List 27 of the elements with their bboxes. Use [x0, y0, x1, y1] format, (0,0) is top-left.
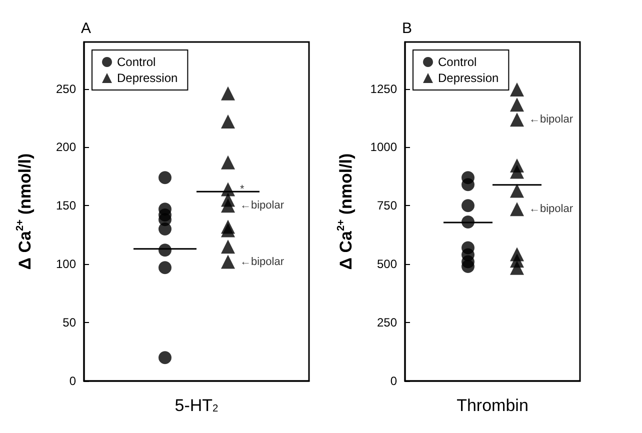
chart-title: A — [81, 20, 92, 37]
data-label: * — [240, 183, 245, 196]
data-label: ←bipolar — [240, 200, 284, 212]
y-tick-label: 200 — [56, 140, 76, 154]
y-tick-label: 100 — [56, 257, 76, 272]
chart-title: B — [402, 20, 412, 37]
data-label: ←bipolar — [240, 256, 284, 268]
legend-label: Control — [117, 55, 156, 69]
x-tick-label: 5-HT2 — [174, 396, 219, 415]
legend-label: Control — [438, 55, 477, 69]
y-tick-label: 50 — [62, 316, 76, 330]
y-tick-label: 0 — [390, 374, 398, 388]
x-tick-label: Thrombin — [456, 396, 528, 415]
data-label: ←bipolar — [529, 114, 574, 126]
y-tick-label: 500 — [376, 257, 398, 272]
y-tick-label: 250 — [376, 316, 398, 330]
y-tick-label: 250 — [56, 82, 76, 96]
y-tick-label: 750 — [376, 198, 398, 213]
data-label: ←bipolar — [529, 203, 574, 216]
y-axis-title: Δ Ca2+ (nmol/l) — [15, 153, 34, 270]
y-axis-title: Δ Ca2+ (nmol/l) — [336, 153, 356, 270]
legend-label: Depression — [117, 71, 178, 85]
legend-label: Depression — [438, 71, 499, 85]
y-tick-label: 1000 — [370, 140, 398, 154]
y-tick-label: 150 — [56, 198, 76, 213]
y-tick-label: 0 — [69, 374, 76, 388]
y-tick-label: 1250 — [370, 82, 398, 96]
